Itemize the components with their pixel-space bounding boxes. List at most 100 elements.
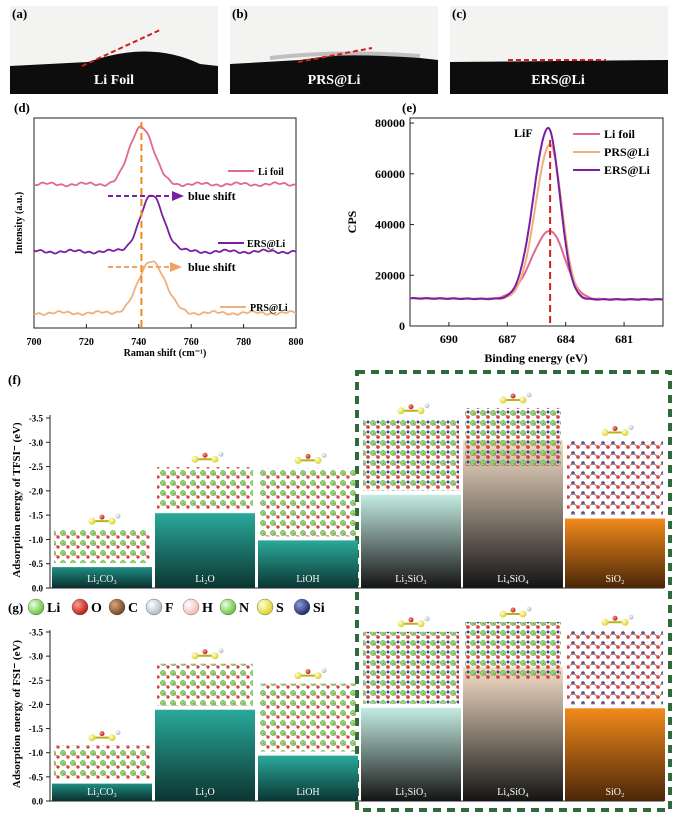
photo-b-angle-line bbox=[297, 47, 373, 63]
tfsi-anion-fluorine-5 bbox=[628, 425, 634, 431]
tfsi-structure-2 bbox=[260, 468, 356, 537]
tfsi-anion-fluorine-2 bbox=[321, 452, 327, 458]
fsi-y-tick-label: -1.5 bbox=[29, 724, 44, 734]
tfsi-anion-sulfur-4 bbox=[499, 396, 507, 404]
fsi-anion-sulfur-2 bbox=[294, 672, 302, 680]
fsi-anion-oxygen-2 bbox=[305, 669, 311, 675]
raman-line-li-foil bbox=[33, 125, 297, 188]
fsi-structure-4 bbox=[465, 622, 561, 680]
atom-c-label: C bbox=[128, 601, 138, 616]
atom-h-icon bbox=[182, 598, 200, 616]
tfsi-y-tick-label: -1.5 bbox=[29, 511, 44, 521]
xps-legend: Li foil PRS@Li ERS@Li bbox=[573, 127, 651, 177]
raman-blue-shift-label-1: blue shift bbox=[188, 189, 236, 203]
tfsi-category-label: Li₄SiO₄ bbox=[497, 574, 529, 585]
fsi-structure-2 bbox=[260, 683, 356, 752]
fsi-anion-sulfur-4 bbox=[519, 610, 527, 618]
photo-a: (a) Li Foil bbox=[10, 6, 218, 94]
tfsi-structure-1 bbox=[157, 467, 253, 510]
tfsi-bars: Li₂CO₃ Li₂O LiOH Li₂SiO₃ Li₄SiO₄ SiO₂ bbox=[52, 392, 665, 588]
fsi-anion-sulfur-1 bbox=[191, 652, 199, 660]
tfsi-anion-oxygen-4 bbox=[510, 393, 516, 399]
xps-line-li-foil bbox=[410, 229, 664, 301]
tfsi-anion-sulfur-5 bbox=[601, 429, 609, 437]
fsi-bar-4 bbox=[463, 666, 563, 801]
fsi-category-label: SiO₂ bbox=[605, 787, 624, 798]
atom-li-icon bbox=[27, 598, 45, 616]
tfsi-category-label: Li₂SiO₃ bbox=[395, 574, 426, 585]
tfsi-anion-sulfur-2 bbox=[314, 456, 322, 464]
atom-o-label: O bbox=[91, 601, 102, 616]
fsi-y-tick-label: -3.5 bbox=[29, 628, 44, 638]
fsi-category-label: Li₂O bbox=[195, 787, 215, 798]
atom-s-label: S bbox=[276, 601, 284, 616]
tfsi-y-tick-label: 0.0 bbox=[32, 584, 44, 594]
tfsi-anion-oxygen-1 bbox=[202, 452, 208, 458]
fsi-anion-sulfur-0 bbox=[108, 734, 116, 742]
tfsi-y-tick-label: -3.5 bbox=[29, 414, 44, 424]
fsi-bar-0 bbox=[52, 783, 152, 801]
photo-c-surface bbox=[450, 60, 668, 94]
xps-x-tick-label: 690 bbox=[440, 332, 458, 346]
fsi-y-tick-label: -0.5 bbox=[29, 772, 44, 782]
raman-x-ticks: 700 720 740 760 780 800 bbox=[27, 324, 304, 348]
fsi-anion-fluorine-0 bbox=[115, 730, 121, 736]
fsi-anion-oxygen-5 bbox=[612, 615, 618, 621]
xps-legend-li-foil: Li foil bbox=[604, 127, 636, 141]
raman-frame bbox=[33, 117, 297, 329]
tfsi-bar-3 bbox=[361, 494, 461, 588]
xps-legend-prs: PRS@Li bbox=[604, 145, 650, 159]
raman-x-tick-label: 760 bbox=[184, 337, 199, 348]
atom-si-label: Si bbox=[313, 601, 325, 616]
fsi-anion-fluorine-3 bbox=[424, 616, 430, 622]
fsi-anion-fluorine-1 bbox=[218, 648, 224, 654]
tfsi-bar-0 bbox=[52, 567, 152, 588]
fsi-anion-oxygen-3 bbox=[408, 617, 414, 623]
blue-shift-arrowhead-purple bbox=[172, 191, 184, 201]
fsi-anion-sulfur-1 bbox=[211, 652, 219, 660]
xps-y-tick-label: 80000 bbox=[375, 116, 405, 130]
tfsi-y-tick-label: -2.5 bbox=[29, 462, 44, 472]
panel-label-b: (b) bbox=[232, 6, 248, 21]
tfsi-bar-5 bbox=[565, 518, 665, 588]
tfsi-anion-sulfur-5 bbox=[621, 429, 629, 437]
fsi-anion-sulfur-2 bbox=[314, 672, 322, 680]
tfsi-anion-fluorine-0 bbox=[115, 513, 121, 519]
fsi-anion-sulfur-3 bbox=[397, 620, 405, 628]
xps-x-label: Binding energy (eV) bbox=[484, 351, 587, 365]
xps-y-label: CPS bbox=[345, 210, 359, 233]
raman-x-tick-label: 740 bbox=[131, 337, 146, 348]
atom-f-icon bbox=[145, 598, 163, 616]
tfsi-category-label: LiOH bbox=[296, 574, 319, 585]
atom-n-icon bbox=[219, 598, 237, 616]
fsi-anion-fluorine-4 bbox=[526, 606, 532, 612]
raman-legend-prs: PRS@Li bbox=[250, 303, 288, 314]
raman-series bbox=[33, 125, 297, 316]
photo-b: (b) PRS@Li bbox=[230, 6, 438, 94]
blue-shift-arrowhead-orange bbox=[170, 262, 182, 272]
fsi-anion-sulfur-3 bbox=[417, 620, 425, 628]
xps-y-tick-label: 60000 bbox=[375, 167, 405, 181]
fsi-bars: Li₂CO₃ Li₂O LiOH Li₂SiO₃ Li₄SiO₄ SiO₂ bbox=[52, 606, 665, 801]
fsi-anion-oxygen-4 bbox=[510, 607, 516, 613]
atom-s-icon bbox=[256, 598, 274, 616]
tfsi-category-label: Li₂O bbox=[195, 574, 215, 585]
tfsi-adsorption-chart: (f) 0.0 -0.5 -1.0 -1.5 -2.0 -2.5 -3.0 -3.5 Li₂C… bbox=[8, 372, 665, 594]
raman-chart: (d) 700 720 740 760 780 800 Li foil ERS@Li PR… bbox=[14, 100, 304, 359]
tfsi-anion-sulfur-3 bbox=[397, 407, 405, 415]
tfsi-anion-fluorine-1 bbox=[218, 451, 224, 457]
xps-y-tick-label: 40000 bbox=[375, 218, 405, 232]
panel-label-d: (d) bbox=[14, 100, 30, 115]
raman-x-label: Raman shift (cm⁻¹) bbox=[124, 348, 207, 359]
raman-blue-shift-label-2: blue shift bbox=[188, 260, 236, 274]
tfsi-structure-3 bbox=[363, 418, 459, 491]
silicate-highlight-box bbox=[355, 370, 672, 812]
panel-label-a: (a) bbox=[12, 6, 27, 21]
tfsi-anion-sulfur-0 bbox=[88, 517, 96, 525]
fsi-category-label: Li₄SiO₄ bbox=[497, 787, 529, 798]
atom-f-label: F bbox=[165, 601, 174, 616]
tfsi-anion-fluorine-4 bbox=[526, 392, 532, 398]
fsi-bar-1 bbox=[155, 709, 255, 801]
tfsi-anion-sulfur-1 bbox=[211, 455, 219, 463]
